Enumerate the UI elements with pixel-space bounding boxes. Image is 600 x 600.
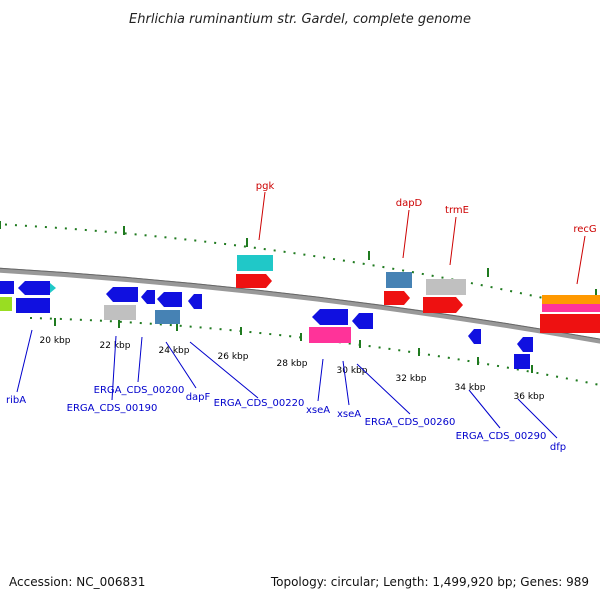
feature-pgk-red[interactable] [236,274,272,288]
genome-backbone [0,267,600,344]
tick-label: 32 kbp [396,374,427,384]
tick-label: 30 kbp [337,366,368,376]
accession-text: Accession: NC_006831 [9,575,145,589]
feature-blue-d[interactable] [188,294,202,309]
gene-label-recg[interactable]: recG [573,224,596,235]
gene-label-xsea-2[interactable]: xseA [337,409,361,420]
bottom-gene-labels: ribA ERGA_CDS_00200 ERGA_CDS_00190 dapF … [6,385,566,453]
feature-cyan-left[interactable] [50,283,56,293]
feature-blue-left-3[interactable] [16,298,50,313]
gene-label-dapf[interactable]: dapF [186,392,211,403]
feature-dapd-steel[interactable] [386,272,412,288]
feature-erga00190-gray[interactable] [104,305,136,320]
gene-label-xsea-1[interactable]: xseA [306,405,330,416]
gene-label-erga00260[interactable]: ERGA_CDS_00260 [365,417,456,428]
feature-recg-red[interactable] [540,314,600,333]
inner-scale [29,317,600,386]
feature-dfp-blue[interactable] [514,354,530,369]
feature-dapd-red[interactable] [384,291,410,305]
gene-label-riba[interactable]: ribA [6,395,26,406]
gene-label-pgk[interactable]: pgk [256,181,275,192]
reverse-strand-features [0,281,533,369]
feature-dapf-steel[interactable] [155,310,180,324]
feature-blue-left-1[interactable] [0,281,14,294]
feature-recg-pink[interactable] [542,304,600,312]
outer-scale-major-ticks [0,221,597,298]
feature-blue-c[interactable] [157,292,182,307]
gene-label-trme[interactable]: trmE [445,205,469,216]
feature-xsea-blue-2[interactable] [352,313,373,329]
feature-trme-gray[interactable] [426,279,466,295]
label-leader-lines [16,191,586,439]
gene-label-erga00220[interactable]: ERGA_CDS_00220 [214,398,305,409]
feature-xsea-blue-1[interactable] [312,309,348,325]
tick-label: 34 kbp [455,383,486,393]
tick-label: 24 kbp [159,346,190,356]
feature-blue-left-2[interactable] [18,281,50,295]
feature-trme-red[interactable] [423,297,463,313]
forward-strand-features [236,255,600,333]
feature-pgk-cyan[interactable] [237,255,273,271]
feature-xsea-pink[interactable] [309,327,351,343]
feature-blue-b[interactable] [141,290,155,304]
map-title: Ehrlichia ruminantium str. Gardel, compl… [129,12,471,27]
top-gene-labels: pgk dapD trmE recG [256,181,597,235]
feature-recg-orange[interactable] [542,295,600,304]
gene-label-erga00200[interactable]: ERGA_CDS_00200 [94,385,185,396]
gene-label-dapd[interactable]: dapD [396,198,423,209]
feature-lime-left[interactable] [0,297,12,311]
gene-label-erga00190[interactable]: ERGA_CDS_00190 [67,403,158,414]
feature-blue-f[interactable] [517,337,533,352]
genome-summary-text: Topology: circular; Length: 1,499,920 bp… [270,575,589,589]
gene-label-dfp[interactable]: dfp [550,442,566,453]
tick-label: 26 kbp [218,352,249,362]
tick-label: 28 kbp [277,359,308,369]
tick-label: 20 kbp [40,336,71,346]
tick-label: 36 kbp [514,392,545,402]
feature-blue-e[interactable] [468,329,481,344]
feature-blue-a[interactable] [106,287,138,302]
gene-label-erga00290[interactable]: ERGA_CDS_00290 [456,431,547,442]
inner-scale-major-ticks [54,318,533,373]
